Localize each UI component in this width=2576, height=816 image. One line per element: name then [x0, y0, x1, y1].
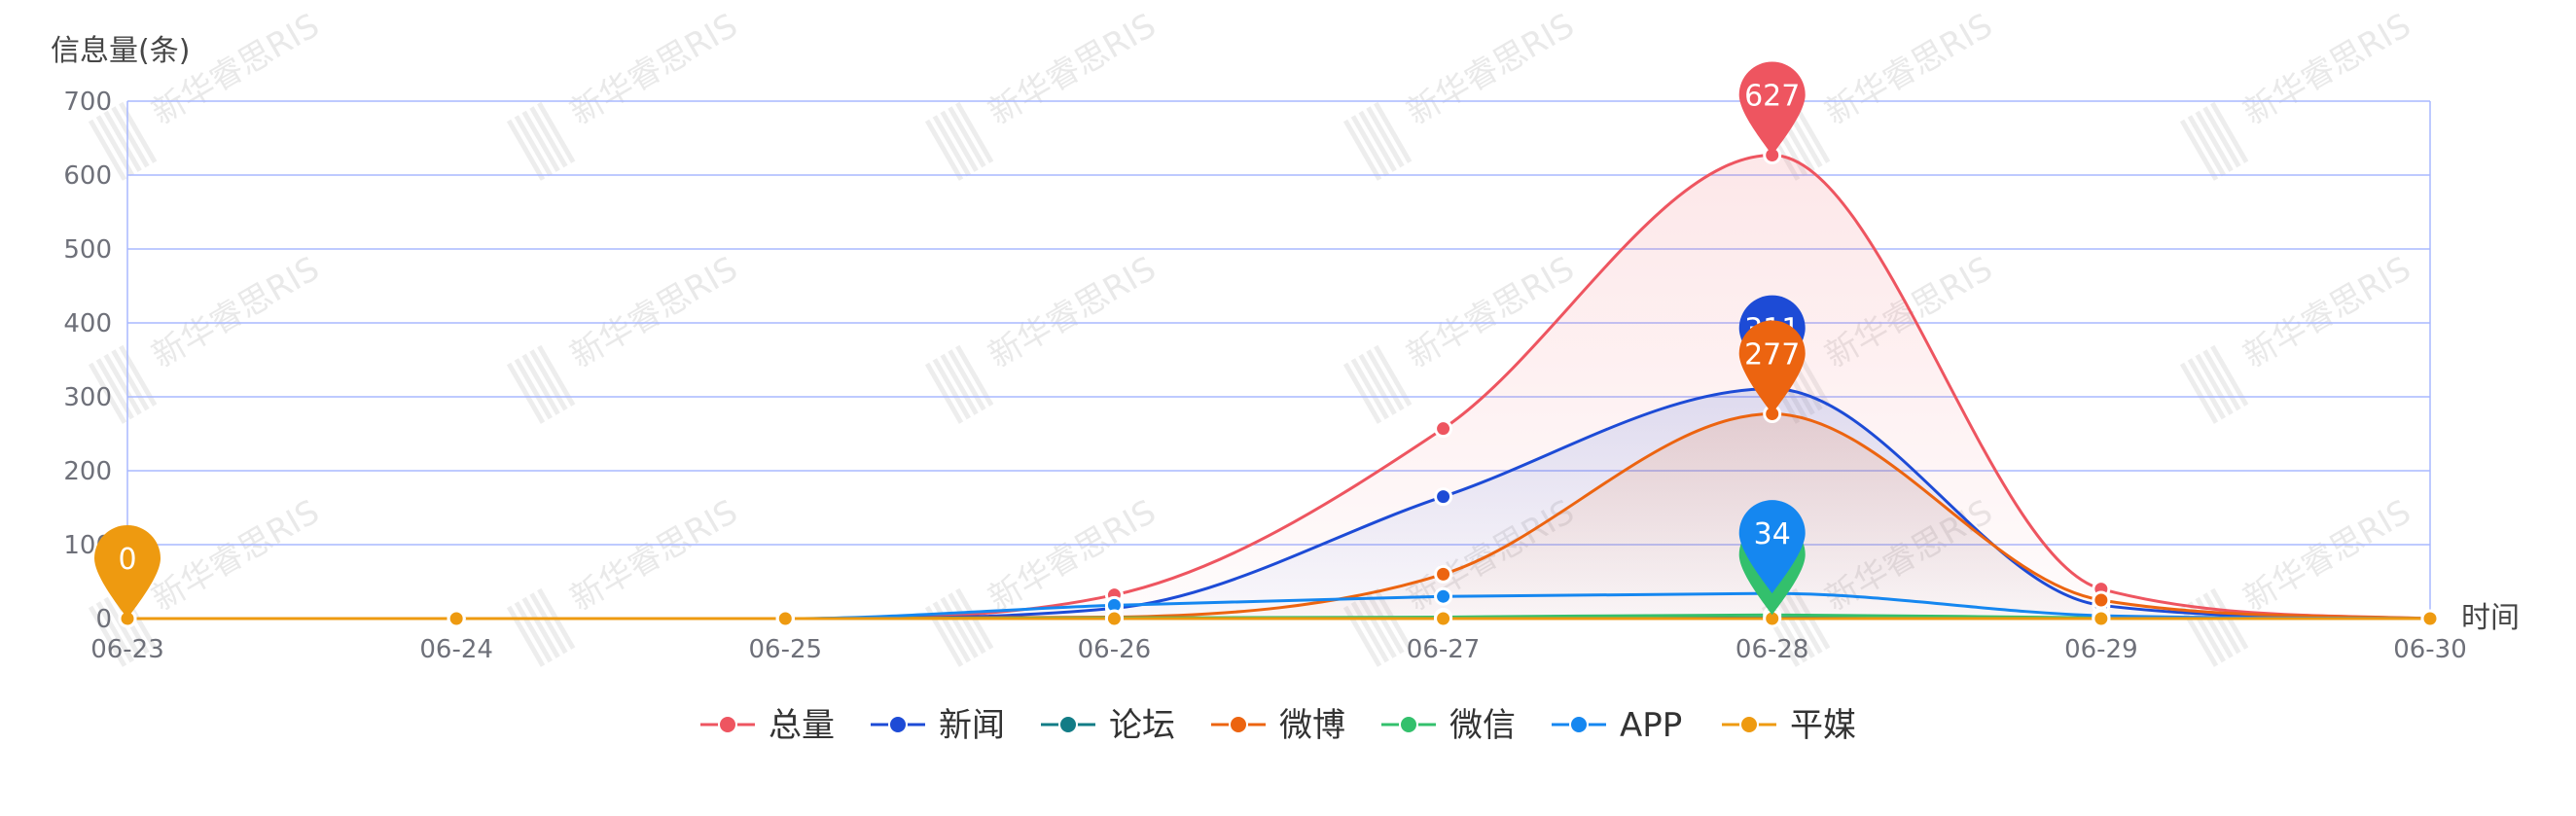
data-point[interactable]	[2092, 590, 2111, 610]
legend-marker	[1569, 715, 1589, 734]
data-point[interactable]	[775, 609, 795, 628]
watermark-text: 新华睿思RIS	[2237, 6, 2418, 132]
data-point[interactable]	[1434, 586, 1453, 606]
legend-marker	[718, 715, 737, 734]
data-point[interactable]	[1434, 487, 1453, 507]
legend-item[interactable]: 新闻	[871, 706, 1005, 745]
x-tick-label: 06-27	[1407, 635, 1481, 664]
max-markers: 627311277340	[94, 61, 1806, 619]
pin-shape	[1738, 320, 1806, 414]
legend-label: 平媒	[1790, 706, 1856, 745]
y-tick-label: 700	[63, 88, 112, 117]
x-axis-title: 时间	[2461, 601, 2520, 635]
legend-item[interactable]: 微信	[1381, 706, 1516, 745]
data-point[interactable]	[1104, 609, 1124, 628]
pin-label: 627	[1744, 79, 1800, 113]
legend-marker	[1739, 715, 1759, 734]
data-point[interactable]	[2420, 609, 2440, 628]
watermark-text: 新华睿思RIS	[2237, 492, 2418, 619]
legend-label: APP	[1620, 706, 1682, 745]
watermark-tile: 新华睿思RIS	[2179, 249, 2418, 424]
legend-marker	[1399, 715, 1418, 734]
legend-label: 微信	[1449, 706, 1516, 745]
watermark-text: 新华睿思RIS	[564, 492, 745, 619]
max-pin: 627	[1738, 61, 1806, 156]
watermark-tile: 新华睿思RIS	[2179, 492, 2418, 667]
watermark-text: 新华睿思RIS	[983, 6, 1163, 132]
legend-marker	[1229, 715, 1248, 734]
pin-label: 0	[118, 543, 136, 577]
legend-label: 微博	[1279, 706, 1345, 745]
watermark-text: 新华睿思RIS	[2237, 249, 2418, 375]
pin-label: 277	[1744, 337, 1800, 372]
series-area	[127, 413, 2430, 619]
legend-item[interactable]: APP	[1552, 706, 1682, 745]
series-area	[127, 155, 2430, 620]
max-pin: 34	[1738, 500, 1806, 594]
series-areas	[127, 155, 2430, 620]
series-lines	[127, 153, 2431, 621]
watermark-text: 新华睿思RIS	[146, 249, 327, 375]
y-tick-label: 0	[95, 605, 112, 634]
legend-marker	[1058, 715, 1078, 734]
legend-item[interactable]: 平媒	[1722, 706, 1856, 745]
watermark-tile: 新华睿思RIS	[924, 6, 1163, 181]
x-tick-label: 06-26	[1078, 635, 1152, 664]
pin-label: 34	[1754, 517, 1791, 551]
legend-label: 总量	[769, 706, 835, 745]
watermark-tile: 新华睿思RIS	[1342, 6, 1582, 181]
watermark-tile: 新华睿思RIS	[506, 6, 745, 181]
watermark-tile: 新华睿思RIS	[506, 492, 745, 667]
watermark-text: 新华睿思RIS	[1819, 6, 2000, 132]
x-tick-label: 06-23	[90, 635, 164, 664]
data-point[interactable]	[1434, 609, 1453, 628]
x-axis: 06-23 06-24 06-25 06-26 06-27 06-28 06-29 06-30	[90, 635, 2467, 664]
y-tick-label: 300	[63, 383, 112, 412]
data-point[interactable]	[1434, 564, 1453, 584]
pin-shape	[1738, 61, 1806, 156]
data-point[interactable]	[447, 609, 466, 628]
x-tick-label: 06-30	[2393, 635, 2467, 664]
x-tick-label: 06-28	[1735, 635, 1809, 664]
legend-item[interactable]: 论坛	[1041, 706, 1175, 745]
max-pin: 0	[94, 525, 161, 619]
watermark-text: 新华睿思RIS	[146, 6, 327, 132]
x-tick-label: 06-29	[2064, 635, 2138, 664]
watermark-text: 新华睿思RIS	[146, 492, 327, 619]
legend-item[interactable]: 总量	[700, 706, 835, 745]
y-tick-label: 200	[63, 457, 112, 486]
data-point[interactable]	[1434, 419, 1453, 439]
legend-item[interactable]: 微博	[1211, 706, 1345, 745]
watermark-text: 新华睿思RIS	[983, 249, 1163, 375]
watermark-text: 新华睿思RIS	[1401, 6, 1582, 132]
y-axis-title: 信息量(条)	[51, 34, 190, 68]
pin-shape	[1738, 500, 1806, 594]
watermark-text: 新华睿思RIS	[564, 6, 745, 132]
x-tick-label: 06-24	[419, 635, 493, 664]
max-pin: 277	[1738, 320, 1806, 414]
x-tick-label: 06-25	[749, 635, 823, 664]
watermark-tile: 新华睿思RIS	[924, 249, 1163, 424]
legend-label: 论坛	[1109, 706, 1175, 745]
y-tick-label: 600	[63, 161, 112, 191]
watermark-tile: 新华睿思RIS	[506, 249, 745, 424]
data-point[interactable]	[2092, 609, 2111, 628]
legend-label: 新闻	[939, 706, 1005, 745]
watermark-tile: 新华睿思RIS	[2179, 6, 2418, 181]
pin-shape	[94, 525, 161, 619]
legend-marker	[888, 715, 908, 734]
y-tick-label: 400	[63, 309, 112, 338]
y-tick-label: 500	[63, 235, 112, 265]
legend[interactable]: 总量 新闻 论坛 微博 微信 APP 平媒	[700, 706, 1856, 745]
watermark-text: 新华睿思RIS	[564, 249, 745, 375]
